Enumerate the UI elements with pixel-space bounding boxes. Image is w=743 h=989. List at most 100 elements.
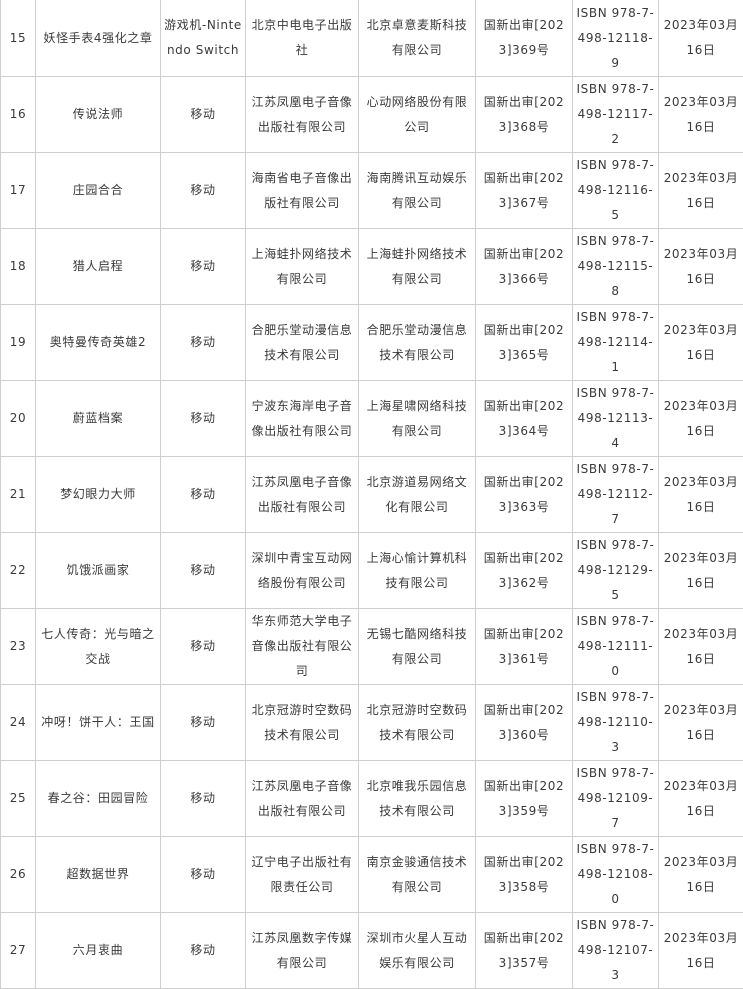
cell-game-name: 奥特曼传奇英雄2 [36,305,161,381]
cell-approval-number: 国新出审[2023]363号 [476,457,573,533]
cell-row-number: 18 [1,229,36,305]
cell-operator: 上海星啸网络科技有限公司 [359,381,476,457]
cell-isbn: ISBN 978-7-498-12107-3 [573,913,659,989]
cell-platform: 游戏机-Nintendo Switch [161,0,246,77]
cell-game-name: 超数据世界 [36,837,161,913]
cell-operator: 上海蛙扑网络技术有限公司 [359,229,476,305]
cell-publisher: 上海蛙扑网络技术有限公司 [246,229,359,305]
cell-approval-date: 2023年03月16日 [659,533,743,609]
cell-platform: 移动 [161,457,246,533]
cell-isbn: ISBN 978-7-498-12117-2 [573,77,659,153]
cell-approval-date: 2023年03月16日 [659,305,743,381]
cell-approval-date: 2023年03月16日 [659,913,743,989]
cell-game-name: 饥饿派画家 [36,533,161,609]
cell-platform: 移动 [161,685,246,761]
cell-isbn: ISBN 978-7-498-12111-0 [573,609,659,685]
cell-game-name: 传说法师 [36,77,161,153]
cell-approval-number: 国新出审[2023]357号 [476,913,573,989]
cell-approval-number: 国新出审[2023]362号 [476,533,573,609]
cell-row-number: 17 [1,153,36,229]
cell-publisher: 江苏凤凰电子音像出版社有限公司 [246,77,359,153]
cell-row-number: 16 [1,77,36,153]
cell-publisher: 辽宁电子出版社有限责任公司 [246,837,359,913]
cell-publisher: 华东师范大学电子音像出版社有限公司 [246,609,359,685]
cell-isbn: ISBN 978-7-498-12115-8 [573,229,659,305]
cell-approval-date: 2023年03月16日 [659,457,743,533]
cell-platform: 移动 [161,761,246,837]
cell-platform: 移动 [161,609,246,685]
cell-approval-number: 国新出审[2023]361号 [476,609,573,685]
cell-row-number: 20 [1,381,36,457]
cell-approval-date: 2023年03月16日 [659,153,743,229]
cell-isbn: ISBN 978-7-498-12118-9 [573,0,659,77]
cell-operator: 无锡七酷网络科技有限公司 [359,609,476,685]
cell-approval-number: 国新出审[2023]360号 [476,685,573,761]
cell-platform: 移动 [161,77,246,153]
cell-approval-number: 国新出审[2023]364号 [476,381,573,457]
cell-platform: 移动 [161,913,246,989]
cell-approval-date: 2023年03月16日 [659,77,743,153]
cell-platform: 移动 [161,381,246,457]
cell-approval-number: 国新出审[2023]366号 [476,229,573,305]
cell-isbn: ISBN 978-7-498-12113-4 [573,381,659,457]
cell-row-number: 21 [1,457,36,533]
cell-game-name: 六月衷曲 [36,913,161,989]
cell-platform: 移动 [161,533,246,609]
cell-isbn: ISBN 978-7-498-12112-7 [573,457,659,533]
cell-platform: 移动 [161,305,246,381]
cell-approval-date: 2023年03月16日 [659,609,743,685]
cell-row-number: 27 [1,913,36,989]
cell-operator: 北京游道易网络文化有限公司 [359,457,476,533]
cell-publisher: 江苏凤凰数字传媒有限公司 [246,913,359,989]
cell-operator: 海南腾讯互动娱乐有限公司 [359,153,476,229]
cell-operator: 合肥乐堂动漫信息技术有限公司 [359,305,476,381]
cell-isbn: ISBN 978-7-498-12114-1 [573,305,659,381]
cell-operator: 深圳市火星人互动娱乐有限公司 [359,913,476,989]
cell-publisher: 海南省电子音像出版社有限公司 [246,153,359,229]
cell-approval-number: 国新出审[2023]365号 [476,305,573,381]
cell-approval-date: 2023年03月16日 [659,837,743,913]
cell-game-name: 春之谷：田园冒险 [36,761,161,837]
cell-approval-date: 2023年03月16日 [659,0,743,77]
cell-approval-date: 2023年03月16日 [659,761,743,837]
cell-row-number: 25 [1,761,36,837]
cell-platform: 移动 [161,153,246,229]
cell-platform: 移动 [161,837,246,913]
cell-publisher: 江苏凤凰电子音像出版社有限公司 [246,761,359,837]
cell-isbn: ISBN 978-7-498-12109-7 [573,761,659,837]
cell-operator: 心动网络股份有限公司 [359,77,476,153]
cell-approval-number: 国新出审[2023]368号 [476,77,573,153]
cell-approval-date: 2023年03月16日 [659,685,743,761]
cell-game-name: 冲呀！饼干人：王国 [36,685,161,761]
cell-approval-number: 国新出审[2023]369号 [476,0,573,77]
cell-row-number: 23 [1,609,36,685]
cell-game-name: 七人传奇：光与暗之交战 [36,609,161,685]
cell-isbn: ISBN 978-7-498-12110-3 [573,685,659,761]
cell-approval-number: 国新出审[2023]367号 [476,153,573,229]
cell-row-number: 24 [1,685,36,761]
cell-isbn: ISBN 978-7-498-12116-5 [573,153,659,229]
cell-publisher: 宁波东海岸电子音像出版社有限公司 [246,381,359,457]
cell-row-number: 15 [1,0,36,77]
cell-isbn: ISBN 978-7-498-12108-0 [573,837,659,913]
cell-row-number: 22 [1,533,36,609]
cell-approval-number: 国新出审[2023]359号 [476,761,573,837]
cell-publisher: 北京冠游时空数码技术有限公司 [246,685,359,761]
cell-operator: 北京卓意麦斯科技有限公司 [359,0,476,77]
cell-game-name: 庄园合合 [36,153,161,229]
cell-platform: 移动 [161,229,246,305]
cell-publisher: 深圳中青宝互动网络股份有限公司 [246,533,359,609]
cell-game-name: 梦幻眼力大师 [36,457,161,533]
cell-row-number: 26 [1,837,36,913]
cell-publisher: 合肥乐堂动漫信息技术有限公司 [246,305,359,381]
